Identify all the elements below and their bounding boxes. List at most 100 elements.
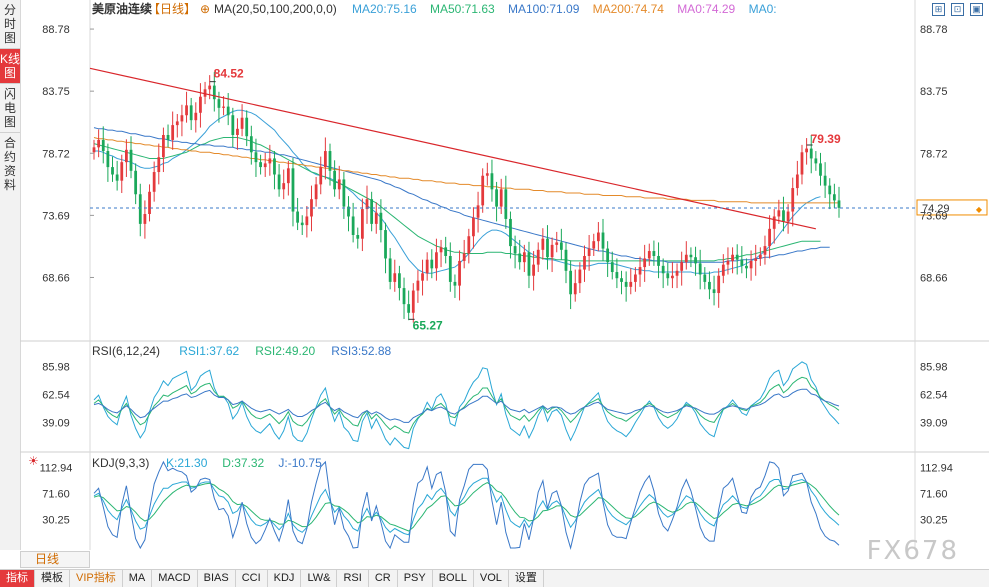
candle-body <box>328 151 332 171</box>
tab-ma[interactable]: MA <box>123 570 153 587</box>
candle-body <box>286 168 290 184</box>
candle-body <box>249 136 253 153</box>
candle-body <box>370 199 374 224</box>
rsi-panel-rsi3-line <box>93 388 840 423</box>
price-tick-label-right: 78.72 <box>920 148 948 160</box>
candle-body <box>592 241 596 249</box>
rsi-tick-label-left: 62.54 <box>42 389 70 401</box>
candle-body <box>97 139 101 148</box>
tab-boll[interactable]: BOLL <box>433 570 474 587</box>
rsi-tick-label-right: 62.54 <box>920 389 948 401</box>
tab-cci[interactable]: CCI <box>236 570 268 587</box>
candle-body <box>740 259 744 266</box>
candle-body <box>166 134 170 140</box>
candle-body <box>791 188 795 212</box>
candle-body <box>347 206 350 217</box>
candle-body <box>374 212 378 224</box>
candle-body <box>337 179 341 190</box>
tab-cr[interactable]: CR <box>369 570 398 587</box>
candle-body <box>125 149 128 163</box>
ma-value-label: MA200:74.74 <box>593 2 665 16</box>
candle-body <box>268 158 272 164</box>
candle-body <box>694 257 697 264</box>
tab-lw[interactable]: LW& <box>301 570 338 587</box>
candle-body <box>254 152 258 163</box>
kdj-tick-label-right: 112.94 <box>920 463 953 475</box>
fullscreen-icon[interactable]: ⊞ <box>932 3 945 16</box>
candle-body <box>212 85 216 100</box>
candle-body <box>541 238 545 250</box>
tab-template[interactable]: 模板 <box>35 570 70 587</box>
tab-kdj[interactable]: KDJ <box>268 570 302 587</box>
tab-psy[interactable]: PSY <box>398 570 433 587</box>
candle-body <box>296 211 299 223</box>
ma-line-ma100 <box>93 127 830 263</box>
candle-body <box>735 254 739 260</box>
last-price-label: 74.29 <box>922 203 950 215</box>
candle-body <box>610 262 614 273</box>
candle-body <box>786 211 790 222</box>
candle-body <box>800 152 804 175</box>
candle-body <box>634 274 637 282</box>
candle-body <box>828 185 832 195</box>
candle-body <box>680 262 684 271</box>
candle-body <box>546 238 549 258</box>
candle-body <box>819 163 822 176</box>
candle-body <box>120 162 124 181</box>
crosshair-icon: ☀ <box>28 454 39 468</box>
rsi-panel-rsi2-line <box>93 376 840 434</box>
price-tick-label-right: 73.69 <box>920 210 948 222</box>
tab-settings[interactable]: 设置 <box>509 570 544 587</box>
candle-body <box>550 244 554 258</box>
candle-body <box>726 260 730 265</box>
tab-vip-indicator[interactable]: VIP指标 <box>70 570 123 587</box>
candle-body <box>490 173 494 190</box>
tab-macd[interactable]: MACD <box>152 570 198 587</box>
ma-value-label: MA20:75.16 <box>352 2 417 16</box>
candle-body <box>499 189 503 207</box>
candle-body <box>615 272 619 279</box>
candle-body <box>416 280 420 291</box>
candle-body <box>236 128 239 135</box>
tab-timeshare[interactable]: 分时图 <box>3 3 16 45</box>
candle-body <box>300 222 304 226</box>
candle-body <box>837 200 841 208</box>
period-tag: 【日线】 <box>148 2 196 16</box>
candle-body <box>749 260 753 269</box>
rsi-header-value: RSI1:37.62 <box>179 344 239 358</box>
candle-body <box>698 263 702 275</box>
expand-icon[interactable]: ▣ <box>970 3 983 16</box>
candle-body <box>407 304 411 313</box>
tab-contract-info[interactable]: 合约资料 <box>0 132 20 195</box>
candle-body <box>578 269 582 284</box>
tab-indicator[interactable]: 指标 <box>0 570 35 587</box>
tab-bias[interactable]: BIAS <box>198 570 236 587</box>
watermark-logo: FX678 <box>866 536 959 566</box>
candle-body <box>657 255 660 266</box>
price-tick-label-left: 73.69 <box>42 210 70 222</box>
kdj-tick-label-right: 30.25 <box>920 515 948 527</box>
zoom-icon[interactable]: ⊡ <box>951 3 964 16</box>
candle-body <box>351 216 355 235</box>
tab-vol[interactable]: VOL <box>474 570 509 587</box>
tab-flash[interactable]: 闪电图 <box>0 83 20 132</box>
candle-body <box>481 175 485 206</box>
ma-line-ma200 <box>93 137 839 204</box>
candle-body <box>203 89 207 97</box>
candle-body <box>814 158 818 164</box>
candle-body <box>675 270 679 276</box>
last-price-marker: ◆ <box>976 205 983 214</box>
candle-body <box>342 179 346 207</box>
rsi-tick-label-left: 85.98 <box>42 362 70 374</box>
candle-body <box>809 148 813 159</box>
candle-body <box>101 139 105 152</box>
price-chart[interactable]: 74.29 ◆ 84.52 79.39 65.27 88.78 88.78 83.75 83.… <box>20 0 989 550</box>
tab-kline[interactable]: K线图 <box>0 48 20 83</box>
candle-body <box>513 246 517 254</box>
tab-rsi[interactable]: RSI <box>337 570 369 587</box>
period-selector[interactable]: 日线 <box>20 551 90 568</box>
candle-body <box>388 258 392 282</box>
kdj-panel-j-line <box>93 460 840 550</box>
candle-body <box>439 247 443 253</box>
price-tick-label-left: 83.75 <box>42 86 70 98</box>
